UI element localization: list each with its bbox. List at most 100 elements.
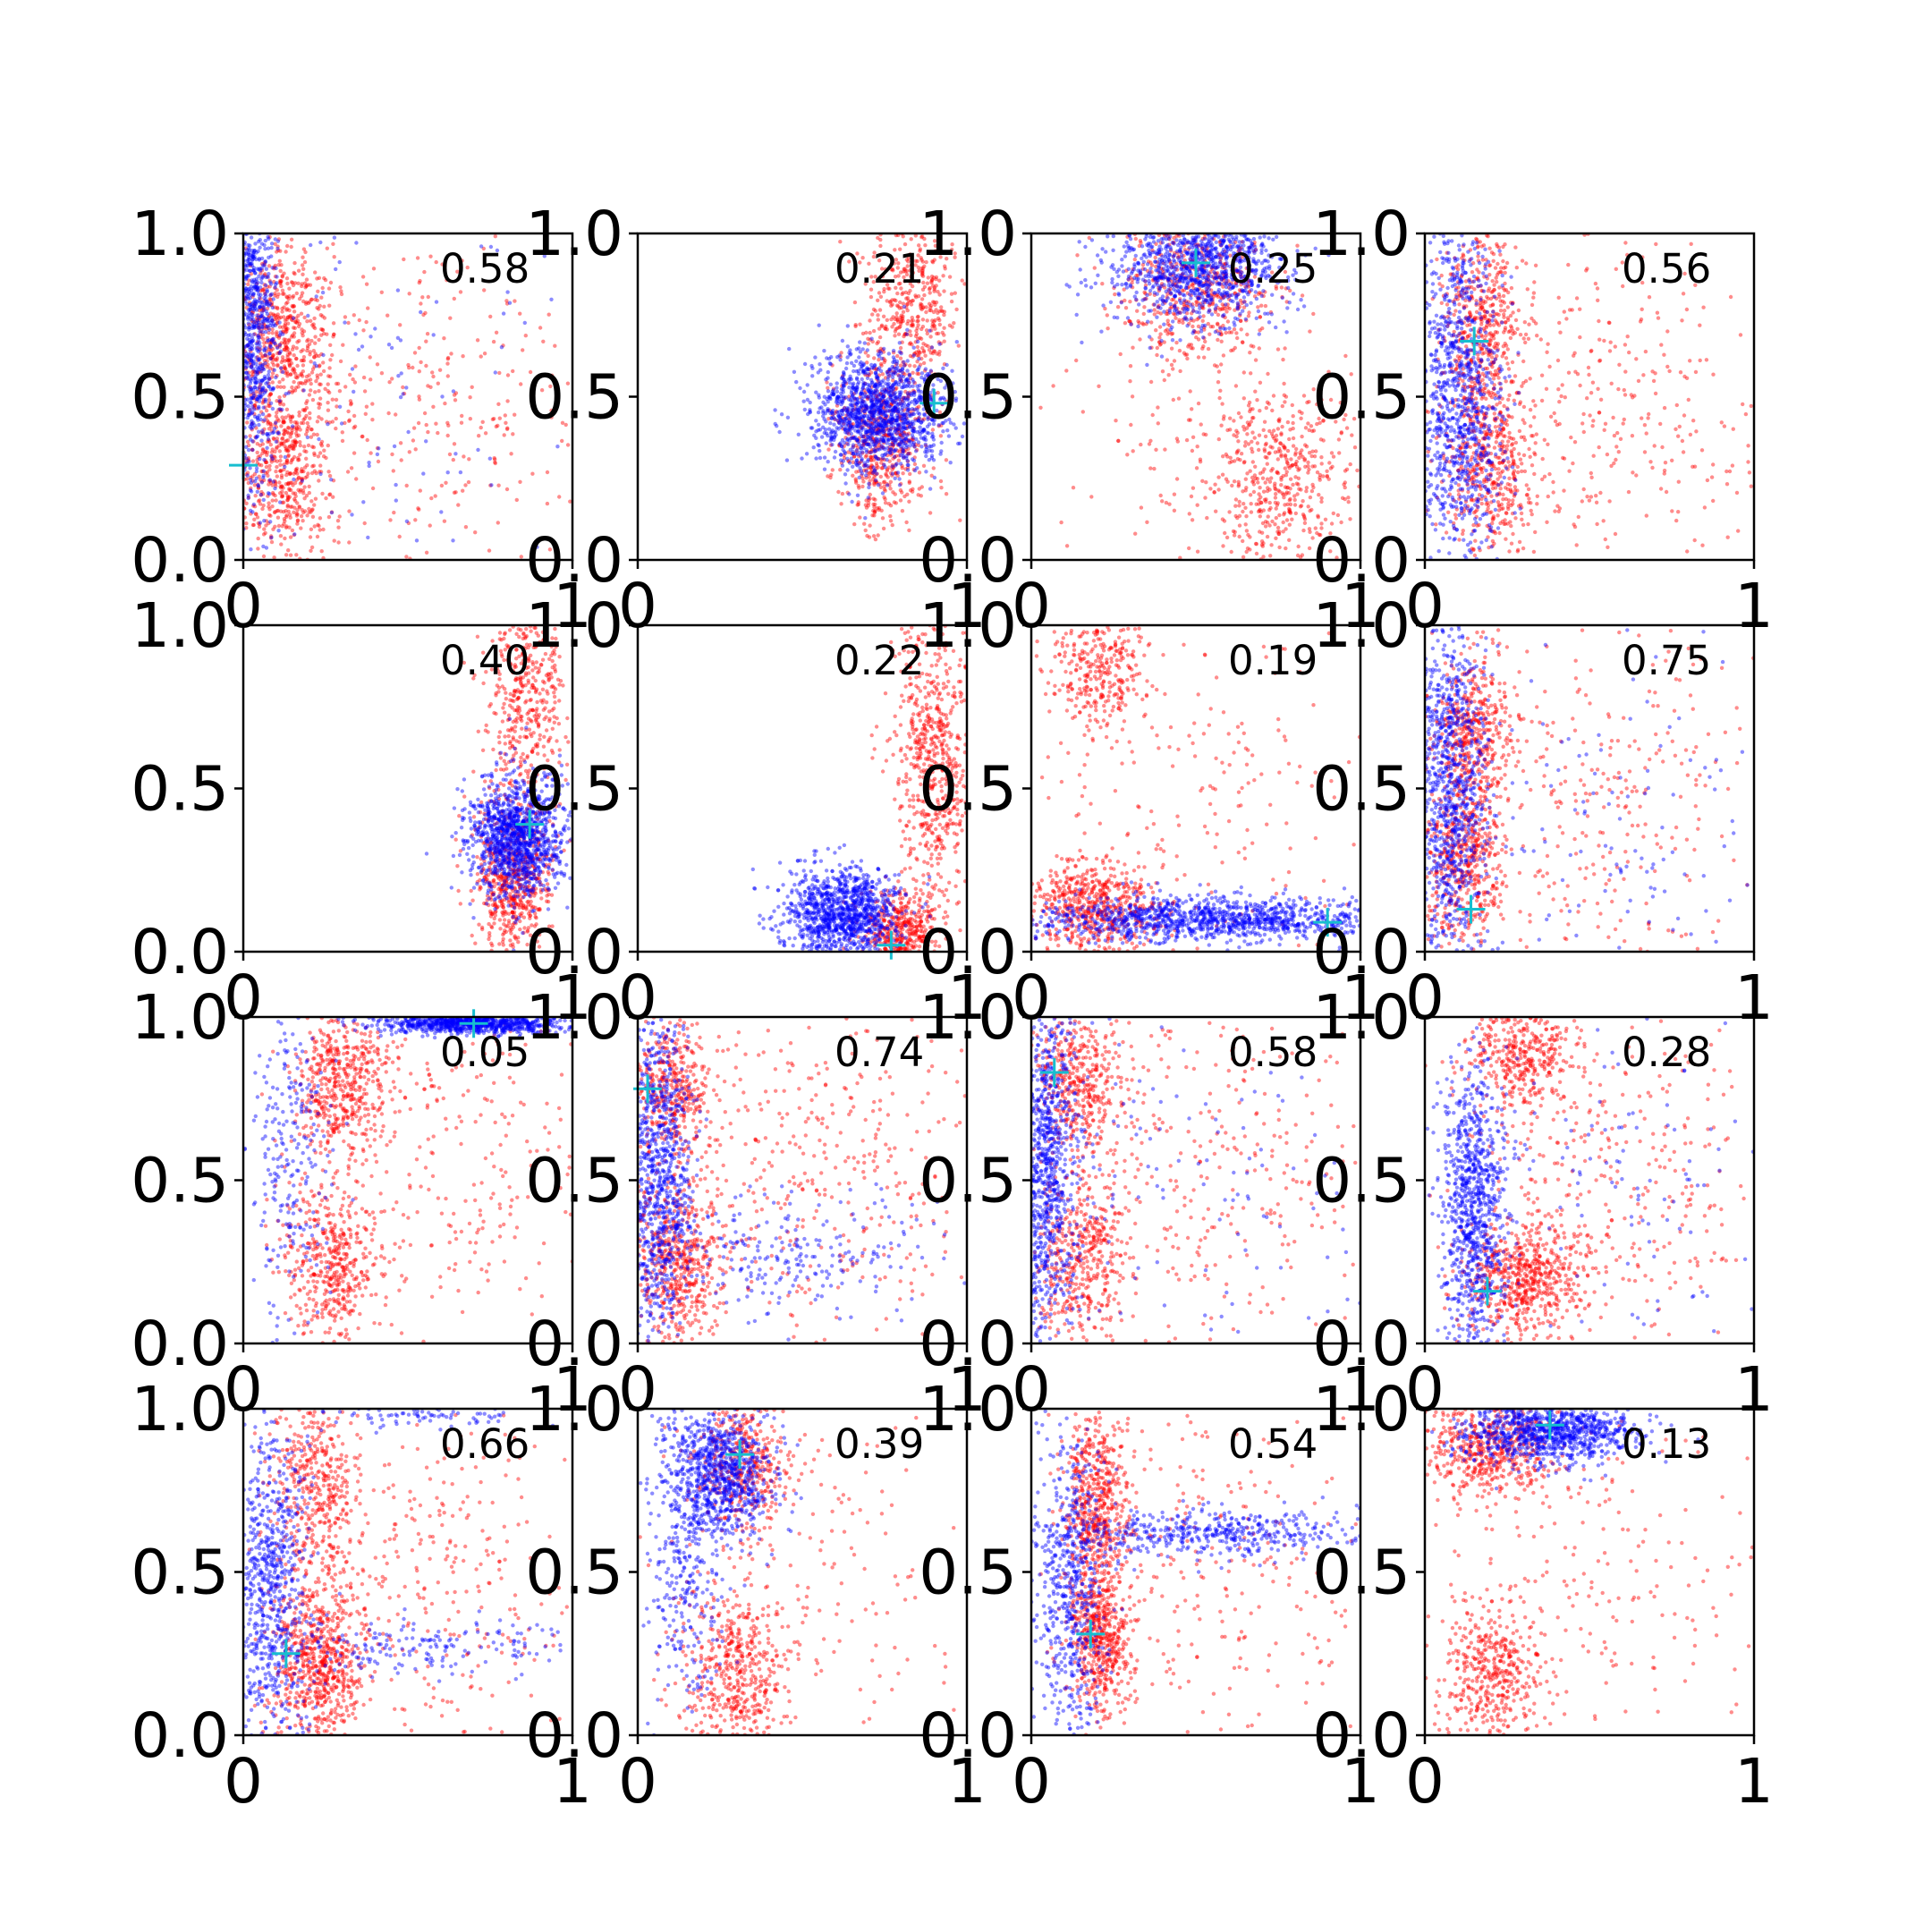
point [302,281,308,285]
point [873,425,878,429]
point [290,504,294,509]
point [280,415,284,419]
point [265,275,270,279]
point [883,376,888,380]
point [252,304,257,309]
point [249,422,254,427]
point [246,315,250,319]
point [564,422,568,428]
point [262,377,267,381]
point [869,403,875,408]
point [263,283,268,288]
point [267,330,271,335]
point [320,327,326,333]
point [1258,315,1263,319]
point [921,305,926,309]
point [862,464,867,469]
point [854,438,859,443]
point [861,369,866,374]
point [347,419,352,423]
point [243,246,249,250]
point [260,442,265,446]
point [882,290,886,294]
point [280,355,285,360]
point [905,459,910,463]
point [845,355,850,360]
point [905,359,910,363]
point [905,395,910,401]
point [875,455,879,461]
point [269,282,274,286]
point [249,302,253,307]
point [490,417,496,421]
point [1291,436,1296,441]
point [268,443,273,447]
point [878,369,884,373]
point [904,443,910,448]
point [877,409,883,413]
point [893,492,897,496]
point [279,360,284,365]
point [275,281,279,285]
point [865,432,869,436]
point [285,307,290,311]
point [549,373,555,377]
point [251,388,256,393]
point [312,503,317,507]
point [290,528,295,533]
point [937,292,942,297]
point [819,435,825,439]
point [270,318,275,323]
point [915,339,920,344]
point [895,415,900,419]
point [1166,373,1171,377]
point [250,280,255,284]
point [258,478,263,482]
point [928,328,932,333]
point [273,323,277,327]
point [497,370,502,376]
point [284,407,290,411]
point [294,466,300,471]
point [243,286,248,291]
point [266,354,270,360]
point [303,476,308,480]
point [879,324,884,329]
point [280,436,285,441]
point [277,281,283,285]
point [839,458,843,462]
point [936,331,941,336]
point [266,324,270,328]
point [904,426,910,430]
point [922,437,927,442]
point [882,457,886,462]
point [881,394,886,399]
point [256,454,260,460]
point [292,477,296,482]
point [482,288,487,292]
point [1235,335,1240,341]
point [905,332,910,336]
point [864,468,869,472]
point [281,441,285,445]
point [285,352,290,357]
point [285,326,290,331]
point [504,487,510,492]
point [941,429,945,434]
point [249,235,254,240]
point [915,371,919,376]
point [294,440,299,445]
point [296,475,301,479]
point [865,376,870,380]
point [897,415,902,419]
point [271,322,276,326]
point [835,403,840,408]
point [262,242,267,248]
point [420,295,425,300]
point [895,431,900,436]
point [897,453,902,458]
point [284,509,288,513]
point [886,414,890,419]
point [869,455,873,460]
point [337,259,342,265]
